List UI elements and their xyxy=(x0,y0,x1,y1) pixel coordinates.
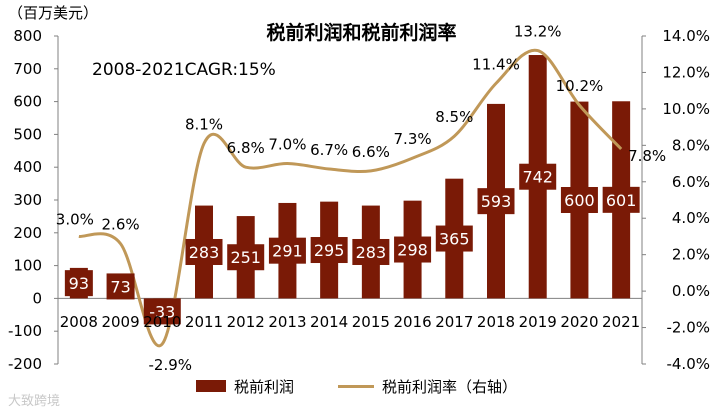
y-right-tick-label: -2.0% xyxy=(666,319,710,337)
y-right-tick-label: 4.0% xyxy=(672,209,710,227)
line-value-label: 6.6% xyxy=(352,143,390,161)
line-value-label: 7.3% xyxy=(394,130,432,148)
line-value-label: 7.8% xyxy=(628,147,666,165)
y-left-tick-label: 300 xyxy=(13,191,42,209)
bar-value-label: 73 xyxy=(110,277,130,296)
x-tick-label: 2009 xyxy=(101,313,139,331)
y-left-tick-label: 400 xyxy=(13,158,42,176)
bar-label-box xyxy=(477,188,515,215)
bar-value-label: 283 xyxy=(189,243,220,262)
cagr-annotation: 2008-2021CAGR:15% xyxy=(92,60,276,80)
bar-label-box xyxy=(560,187,598,213)
x-tick-label: 2008 xyxy=(60,313,98,331)
bar-value-label: 283 xyxy=(356,243,387,262)
watermark-logo: 大致跨境 xyxy=(8,394,61,409)
bar-value-label: 295 xyxy=(314,241,345,260)
x-tick-label: 2012 xyxy=(227,313,265,331)
y-left-tick-label: 500 xyxy=(13,125,42,143)
bar-value-label: 593 xyxy=(481,192,512,211)
line-value-label: 2.6% xyxy=(102,216,140,234)
bar-label-box xyxy=(394,236,432,263)
x-tick-label: 2020 xyxy=(560,313,598,331)
x-tick-label: 2015 xyxy=(352,313,390,331)
chart-title: 税前利润和税前利润率 xyxy=(266,22,457,44)
legend: 税前利润 税前利润率（右轴） xyxy=(196,374,561,398)
legend-item-bar: 税前利润 xyxy=(196,376,294,397)
x-tick-label: 2018 xyxy=(477,313,515,331)
line-value-label: 7.0% xyxy=(268,136,306,154)
bar-value-label: 291 xyxy=(272,242,303,261)
y-right-tick-label: 12.0% xyxy=(662,63,710,81)
y-right-tick-label: 6.0% xyxy=(672,173,710,191)
bar-value-label: -33 xyxy=(149,302,175,321)
bar-label-box xyxy=(143,298,181,325)
bar-label-box xyxy=(106,273,135,300)
x-tick-label: 2014 xyxy=(310,313,348,331)
legend-line-swatch xyxy=(338,384,375,388)
y-right-tick-label: 14.0% xyxy=(662,27,710,45)
y-left-tick-label: 200 xyxy=(13,224,42,242)
bar-label-box xyxy=(268,237,306,264)
y-right-tick-label: 2.0% xyxy=(672,246,710,264)
line-value-label: 6.7% xyxy=(310,141,348,159)
y-left-tick-label: 600 xyxy=(13,93,42,111)
x-tick-label: 2021 xyxy=(602,313,640,331)
bar-label-box xyxy=(310,237,348,264)
line-value-label: 10.2% xyxy=(556,77,604,95)
bar-label-box xyxy=(185,238,223,265)
bar-label-box xyxy=(352,238,390,265)
y-right-tick-label: -4.0% xyxy=(666,355,710,373)
legend-line-label: 税前利润率（右轴） xyxy=(382,377,518,396)
y-left-tick-label: -100 xyxy=(8,322,42,340)
y-right-tick-label: 10.0% xyxy=(662,100,710,118)
bar-value-label: 601 xyxy=(606,191,637,210)
x-tick-label: 2016 xyxy=(393,313,431,331)
bar-label-box xyxy=(602,186,640,213)
y-right-tick-label: 0.0% xyxy=(672,282,710,300)
x-tick-label: 2011 xyxy=(185,313,223,331)
legend-item-line: 税前利润率（右轴） xyxy=(338,376,517,397)
left-axis-unit: （百万美元） xyxy=(8,4,99,22)
x-tick-label: 2013 xyxy=(268,313,306,331)
legend-bar-label: 税前利润 xyxy=(234,377,295,396)
line-value-label: 6.8% xyxy=(227,139,265,157)
line-value-label: 3.0% xyxy=(56,210,94,228)
y-left-tick-label: 0 xyxy=(32,289,42,307)
y-left-tick-label: 800 xyxy=(13,27,42,45)
bar-label-box xyxy=(435,225,473,252)
line-value-label: 8.1% xyxy=(185,116,223,134)
bar-label-box xyxy=(64,270,93,297)
margin-line xyxy=(78,48,623,348)
bar-value-label: 298 xyxy=(397,241,428,260)
bar-value-label: 251 xyxy=(230,248,261,267)
bar-value-label: 600 xyxy=(564,191,595,210)
x-tick-label: 2010 xyxy=(143,313,181,331)
x-tick-label: 2017 xyxy=(435,313,473,331)
bar-value-label: 93 xyxy=(69,274,89,293)
bar-value-label: 742 xyxy=(522,168,553,187)
legend-bar-swatch xyxy=(196,380,226,392)
x-tick-label: 2019 xyxy=(519,313,557,331)
line-value-label: -2.9% xyxy=(149,356,193,374)
line-value-label: 8.5% xyxy=(435,108,473,126)
y-right-tick-label: 8.0% xyxy=(672,136,710,154)
y-left-tick-label: 700 xyxy=(13,60,42,78)
line-value-label: 11.4% xyxy=(472,55,520,73)
y-left-tick-label: 100 xyxy=(13,257,42,275)
y-left-tick-label: -200 xyxy=(8,355,42,373)
line-value-label: 13.2% xyxy=(514,23,562,41)
bar-label-box xyxy=(519,163,557,190)
bar-value-label: 365 xyxy=(439,230,470,249)
bar-label-box xyxy=(227,244,265,271)
